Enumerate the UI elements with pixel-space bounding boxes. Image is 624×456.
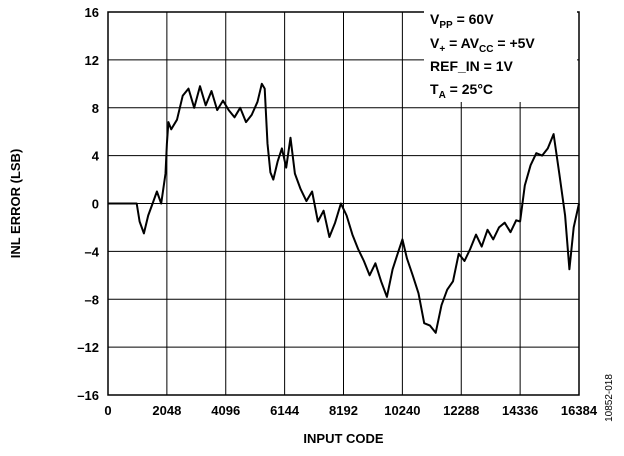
x-tick-label: 14336 — [502, 403, 538, 418]
y-tick-label: 8 — [92, 101, 99, 116]
legend-background — [424, 8, 577, 102]
x-tick-label: 10240 — [384, 403, 420, 418]
x-tick-label: 6144 — [270, 403, 300, 418]
inl-error-series — [108, 82, 580, 334]
y-tick-label: –16 — [77, 388, 99, 403]
y-tick-label: 12 — [85, 53, 99, 68]
series-layer — [108, 82, 580, 334]
y-tick-label: 4 — [92, 149, 100, 164]
condition-vpp: VPP = 60V — [430, 11, 494, 31]
y-tick-label: –4 — [85, 244, 100, 259]
x-tick-label: 12288 — [443, 403, 479, 418]
condition-ref-in: REF_IN = 1V — [430, 58, 514, 74]
x-tick-label: 2048 — [152, 403, 181, 418]
conditions-legend: VPP = 60V V+ = AVCC = +5V REF_IN = 1V TA… — [424, 8, 577, 102]
y-tick-label: –12 — [77, 340, 99, 355]
y-tick-label: 0 — [92, 197, 99, 212]
y-axis-title: INL ERROR (LSB) — [8, 149, 23, 259]
x-axis-title: INPUT CODE — [303, 431, 384, 446]
y-tick-label: –8 — [85, 292, 99, 307]
x-tick-label: 4096 — [211, 403, 240, 418]
x-tick-labels: 0 2048 4096 6144 8192 10240 12288 14336 16384 — [104, 403, 597, 418]
x-tick-label: 8192 — [329, 403, 358, 418]
condition-vplus: V+ = AVCC = +5V — [430, 35, 535, 55]
plot-frame — [107, 11, 580, 396]
x-tick-label: 16384 — [561, 403, 598, 418]
y-tick-labels: 16 12 8 4 0 –4 –8 –12 –16 — [77, 5, 99, 403]
figure-id: 10852-018 — [604, 374, 615, 422]
y-tick-label: 16 — [85, 5, 99, 20]
condition-ta: TA = 25°C — [430, 81, 493, 101]
x-tick-label: 0 — [104, 403, 111, 418]
